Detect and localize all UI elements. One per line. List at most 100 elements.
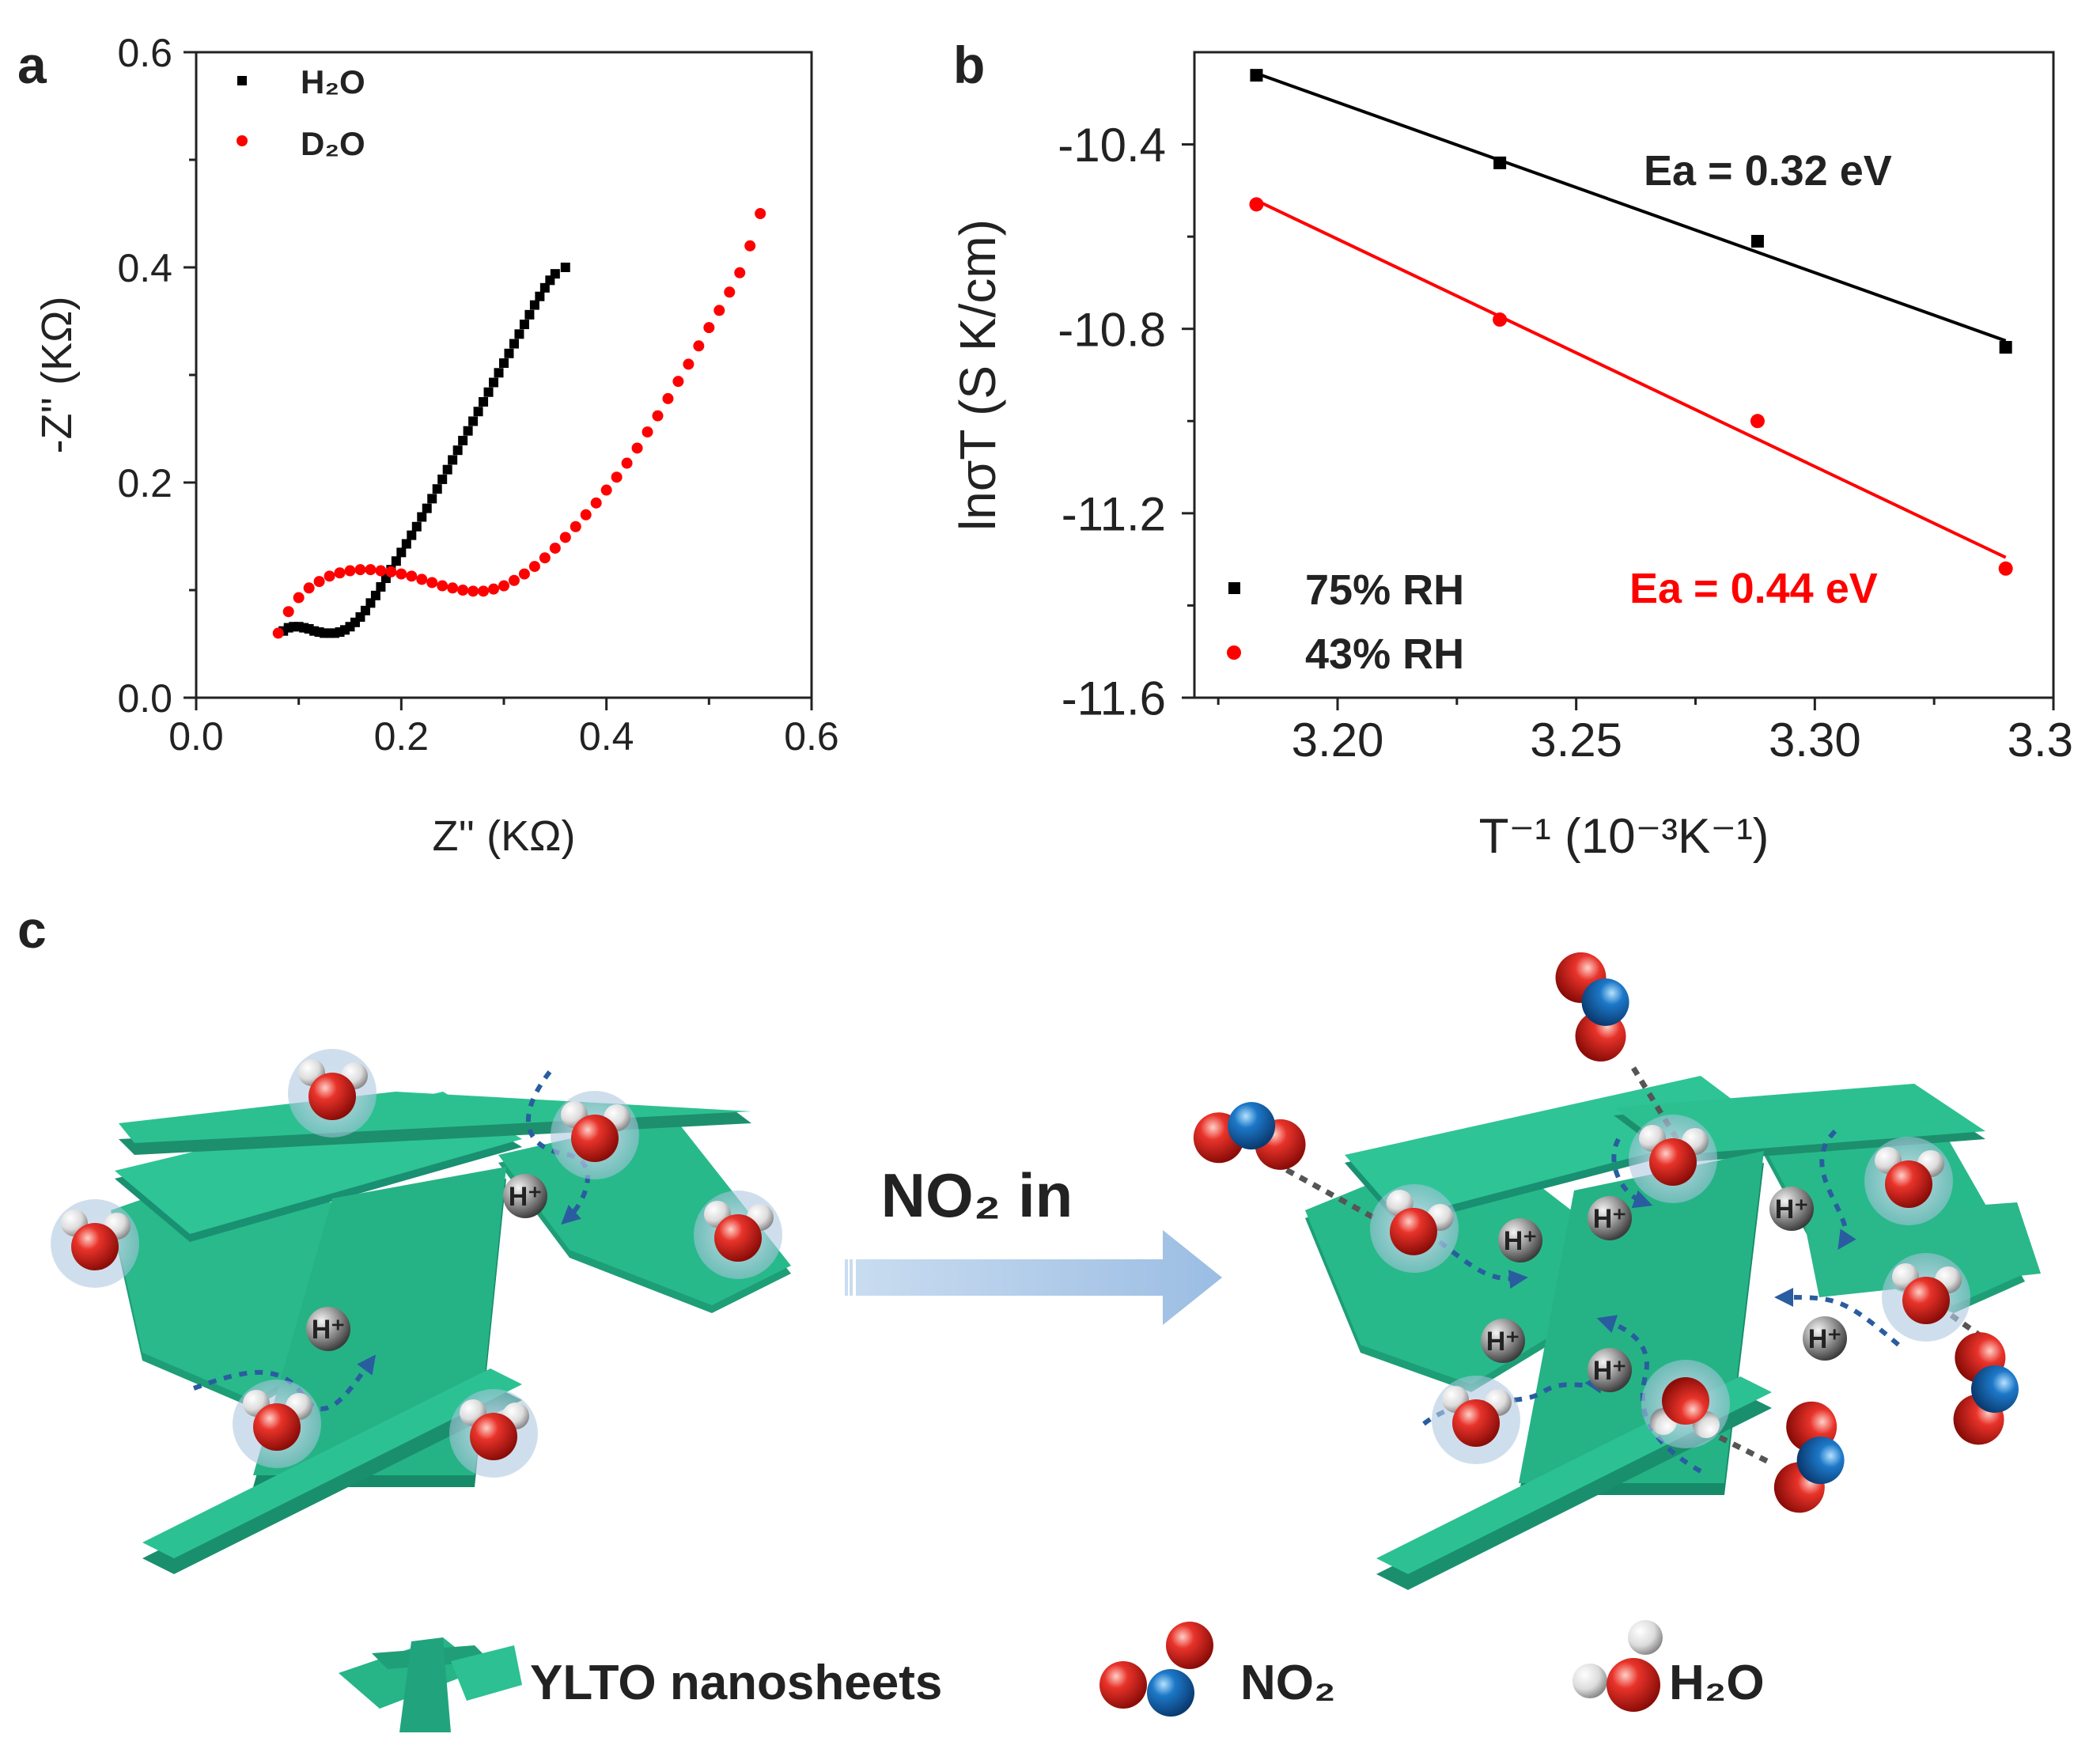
data-point — [693, 340, 705, 352]
legend-label-d2o: D₂O — [301, 125, 365, 162]
h2o-molecule — [551, 1091, 639, 1179]
data-point — [642, 426, 653, 438]
data-point — [448, 455, 458, 465]
x-tick-label: 0.4 — [579, 714, 634, 759]
proton: H⁺ — [1769, 1187, 1814, 1231]
data-point — [437, 580, 448, 592]
data-point — [370, 590, 380, 600]
data-point — [479, 397, 489, 407]
data-point — [662, 392, 674, 404]
h2o-molecule — [1882, 1253, 1970, 1342]
y-axis-label-a: -Z'' (KΩ) — [33, 297, 81, 454]
panel-b: b 3.20 3.25 3.30 3.35 -10.4 -10.8 -11.2 -11.6 T… — [949, 36, 2074, 864]
series-b — [1249, 69, 2013, 576]
proton: H⁺ — [1498, 1218, 1542, 1262]
h2o-molecule — [51, 1199, 139, 1288]
no2-molecule — [1555, 952, 1629, 1062]
activation-energy-75: Ea = 0.32 eV — [1644, 147, 1892, 195]
y-tick-label: 0.6 — [117, 31, 172, 75]
data-point — [600, 484, 612, 496]
fit-line-1 — [1255, 199, 2007, 559]
no2-molecule — [1773, 1401, 1845, 1513]
y-axis-label-b: lnσT (S K/cm) — [949, 219, 1006, 531]
proton-label: H⁺ — [1808, 1324, 1842, 1354]
data-point — [432, 484, 442, 494]
data-point — [1493, 156, 1507, 169]
proton-label: H⁺ — [1593, 1356, 1627, 1386]
legend-h2o: H₂O — [1669, 1656, 1765, 1710]
axes-b: 3.20 3.25 3.30 3.35 -10.4 -10.8 -11.2 -11.6 — [1058, 119, 2074, 767]
arrow-icon — [856, 1230, 1222, 1325]
data-point — [590, 497, 602, 509]
fit-line-0 — [1255, 71, 2007, 343]
proton-label: H⁺ — [509, 1182, 543, 1212]
h2o-molecule — [694, 1191, 782, 1279]
data-point — [354, 564, 366, 576]
data-point — [452, 445, 463, 456]
x-tick-label: 3.20 — [1292, 714, 1384, 767]
x-axis-label-a: Z'' (KΩ) — [433, 812, 576, 860]
data-point — [1750, 234, 1764, 248]
data-point — [391, 556, 401, 566]
proton-label: H⁺ — [1593, 1204, 1627, 1234]
data-point — [426, 577, 438, 589]
x-tick-label: 0.6 — [784, 714, 839, 759]
molecules: H⁺ H⁺ H⁺ H⁺ H⁺ H⁺ H⁺ H⁺ — [51, 952, 2019, 1513]
data-point — [375, 565, 387, 577]
nanosheet-stack-left — [111, 1092, 791, 1574]
data-point — [683, 358, 694, 370]
data-point — [365, 564, 377, 576]
data-point — [360, 605, 370, 615]
h2o-molecule — [233, 1380, 321, 1468]
x-tick-label: 0.0 — [168, 714, 224, 759]
y-tick-label: -10.8 — [1058, 303, 1166, 356]
proton-label: H⁺ — [312, 1315, 346, 1345]
data-point — [539, 282, 550, 293]
data-point — [416, 573, 428, 585]
panel-label-c: c — [17, 900, 47, 959]
scheme-legend: YLTO nanosheets NO₂ H₂O — [339, 1620, 1765, 1732]
proton-path — [1819, 1129, 1856, 1251]
y-tick-label: 0.0 — [117, 676, 172, 721]
data-point — [570, 520, 581, 532]
data-point — [457, 585, 469, 596]
data-point — [549, 542, 561, 554]
data-point — [504, 348, 514, 358]
data-point — [550, 269, 560, 279]
proton-label: H⁺ — [1504, 1226, 1538, 1256]
data-point — [713, 305, 725, 316]
data-point — [1999, 341, 2012, 354]
proton-label: H⁺ — [1486, 1327, 1520, 1357]
no2-legend-icon — [1099, 1622, 1213, 1717]
data-point — [422, 503, 432, 513]
data-point — [514, 329, 524, 339]
proton-path — [1774, 1288, 1900, 1347]
proton: H⁺ — [1481, 1319, 1525, 1363]
data-point — [1250, 69, 1263, 82]
data-point — [442, 464, 452, 475]
h2o-molecule — [1629, 1115, 1717, 1203]
legend-marker-43rh — [1227, 645, 1241, 660]
legend-marker-75rh — [1228, 582, 1240, 594]
panel-label-b: b — [953, 36, 985, 94]
nanosheets-legend-icon — [339, 1637, 522, 1732]
data-point — [652, 410, 664, 422]
data-point — [427, 494, 437, 504]
data-point — [519, 320, 529, 330]
legend-label-h2o: H₂O — [301, 63, 365, 100]
y-tick-label: -11.2 — [1062, 487, 1166, 540]
proton: H⁺ — [1588, 1196, 1632, 1240]
x-tick-label: 0.2 — [374, 714, 430, 759]
data-point — [463, 426, 473, 436]
h2o-molecule — [1641, 1360, 1730, 1448]
data-point — [407, 530, 417, 540]
data-point — [631, 442, 643, 454]
x-axis-label-b: T⁻¹ (10⁻³K⁻¹) — [1479, 809, 1769, 864]
proton: H⁺ — [1588, 1348, 1632, 1392]
legend-label-75rh: 75% RH — [1305, 566, 1464, 614]
data-point — [755, 208, 766, 219]
data-point — [734, 267, 746, 278]
legend-no2: NO₂ — [1240, 1656, 1336, 1710]
arrow-label: NO₂ in — [881, 1160, 1073, 1230]
